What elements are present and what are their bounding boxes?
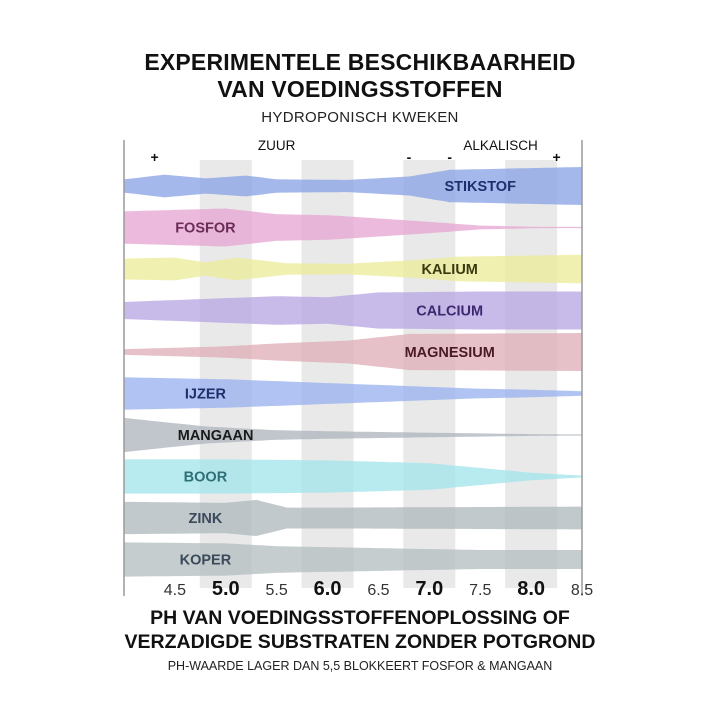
chart-subtitle: HYDROPONISCH KWEKEN xyxy=(261,109,459,126)
band-boor xyxy=(124,459,582,494)
annotation-4: ALKALISCH xyxy=(463,138,537,153)
x-axis-label-line-2: VERZADIGDE SUBSTRATEN ZONDER POTGROND xyxy=(124,631,596,653)
label-stikstof: STIKSTOF xyxy=(445,179,517,195)
annotation-2: - xyxy=(407,149,412,165)
nutrient-bands xyxy=(124,167,582,577)
x-tick-8: 8.5 xyxy=(571,582,593,599)
label-zink: ZINK xyxy=(189,511,223,527)
label-ijzer: IJZER xyxy=(185,387,227,403)
band-calcium xyxy=(124,291,582,330)
chart-title-line-1: EXPERIMENTELE BESCHIKBAARHEID xyxy=(144,49,576,75)
band-zink xyxy=(124,499,582,536)
acidity-annotations: +ZUUR- -ALKALISCH+ xyxy=(150,138,560,165)
x-tick-0: 4.5 xyxy=(164,582,186,599)
x-axis-label-line-1: PH VAN VOEDINGSSTOFFENOPLOSSING OF xyxy=(150,607,570,629)
label-mangaan: MANGAAN xyxy=(178,428,254,444)
annotation-3: - xyxy=(447,149,452,165)
band-fosfor xyxy=(124,208,582,247)
chart-footnote: PH-WAARDE LAGER DAN 5,5 BLOKKEERT FOSFOR… xyxy=(167,659,553,673)
annotation-1: ZUUR xyxy=(258,138,296,153)
annotation-0: + xyxy=(150,149,158,165)
x-tick-6: 7.5 xyxy=(469,582,491,599)
band-ijzer xyxy=(124,377,582,410)
x-tick-2: 5.5 xyxy=(266,582,288,599)
band-mangaan xyxy=(124,417,582,453)
x-tick-4: 6.5 xyxy=(367,582,389,599)
label-kalium: KALIUM xyxy=(421,262,477,278)
label-boor: BOOR xyxy=(184,470,228,486)
label-fosfor: FOSFOR xyxy=(175,221,236,237)
band-magnesium xyxy=(124,333,582,371)
axis-lines xyxy=(123,140,583,596)
band-koper xyxy=(124,542,582,577)
label-koper: KOPER xyxy=(180,553,232,569)
band-stikstof xyxy=(124,167,582,205)
x-tick-labels: 4.5 5.0 5.5 6.0 6.5 7.0 7.5 8.0 8.5 xyxy=(164,578,593,600)
x-tick-1: 5.0 xyxy=(212,578,240,600)
label-magnesium: MAGNESIUM xyxy=(405,345,495,361)
x-tick-3: 6.0 xyxy=(314,578,342,600)
nutrient-labels: STIKSTOF FOSFOR KALIUM CALCIUM MAGNESIUM IJZE… xyxy=(175,179,516,569)
band-kalium xyxy=(124,254,582,284)
annotation-5: + xyxy=(552,149,560,165)
x-tick-5: 7.0 xyxy=(415,578,443,600)
label-calcium: CALCIUM xyxy=(416,304,483,320)
chart-title-line-2: VAN VOEDINGSSTOFFEN xyxy=(217,76,503,102)
x-tick-7: 8.0 xyxy=(517,578,545,600)
